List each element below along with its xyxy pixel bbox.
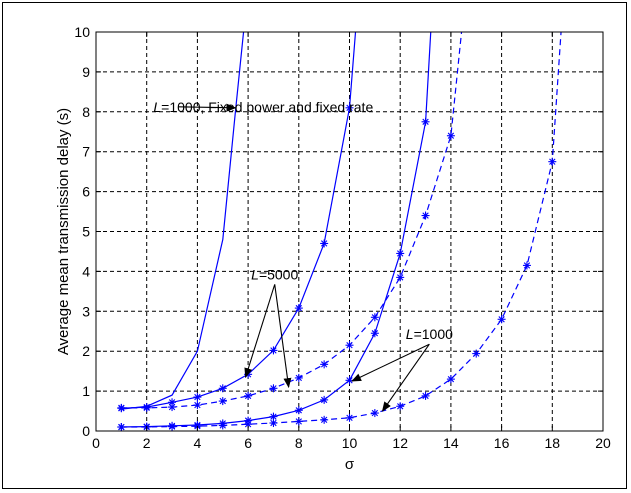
series-line bbox=[121, 32, 432, 428]
data-point-marker bbox=[193, 393, 202, 402]
figure-frame bbox=[2, 2, 627, 489]
y-tick-label: 7 bbox=[82, 144, 90, 160]
data-point-marker bbox=[218, 384, 227, 393]
x-tick-label: 18 bbox=[545, 435, 561, 451]
y-tick-label: 8 bbox=[82, 104, 90, 120]
data-point-marker bbox=[294, 417, 303, 426]
series-line bbox=[121, 32, 463, 409]
data-point-marker bbox=[294, 373, 303, 382]
x-tick-label: 14 bbox=[443, 435, 459, 451]
x-tick-label: 0 bbox=[92, 435, 100, 451]
data-point-marker bbox=[497, 315, 506, 324]
x-tick-label: 4 bbox=[194, 435, 202, 451]
data-point-marker bbox=[168, 422, 177, 431]
data-point-marker bbox=[244, 420, 253, 429]
y-tick-label: 2 bbox=[82, 343, 90, 359]
x-tick-label: 8 bbox=[295, 435, 303, 451]
x-tick-label: 16 bbox=[494, 435, 510, 451]
data-point-marker bbox=[345, 341, 354, 350]
y-axis-label: Average mean transmission delay (s) bbox=[55, 108, 72, 355]
grid-layer bbox=[96, 32, 603, 431]
data-point-marker bbox=[396, 402, 405, 411]
data-point-marker bbox=[244, 370, 253, 379]
data-point-marker bbox=[421, 117, 430, 126]
y-tick-label: 9 bbox=[82, 64, 90, 80]
data-point-marker bbox=[320, 360, 329, 369]
x-axis-label: σ bbox=[345, 456, 355, 473]
annotation-3: L=1000 bbox=[351, 326, 453, 412]
data-point-marker bbox=[320, 395, 329, 404]
data-point-marker bbox=[396, 249, 405, 258]
data-point-marker bbox=[548, 157, 557, 166]
data-point-marker bbox=[117, 423, 126, 431]
y-tick-label: 5 bbox=[82, 224, 90, 240]
data-point-marker bbox=[269, 384, 278, 393]
data-point-marker bbox=[472, 349, 481, 358]
annotation-1: L=1000, Fixed power and fixed rate bbox=[153, 99, 373, 115]
x-tick-label: 2 bbox=[143, 435, 151, 451]
x-tick-label: 12 bbox=[392, 435, 408, 451]
data-point-marker bbox=[117, 403, 126, 412]
annotation-text: =1000, Fixed power and fixed rate bbox=[161, 99, 373, 115]
x-tick-label: 10 bbox=[342, 435, 358, 451]
annotation-arrow bbox=[381, 343, 430, 412]
data-point-marker bbox=[345, 413, 354, 422]
annotation-label: L=1000 bbox=[406, 326, 453, 342]
data-point-marker bbox=[193, 401, 202, 410]
data-point-marker bbox=[218, 421, 227, 430]
data-point-marker bbox=[244, 391, 253, 400]
data-point-marker bbox=[269, 346, 278, 355]
annotation-arrow bbox=[351, 343, 430, 382]
data-point-marker bbox=[370, 313, 379, 322]
data-point-marker bbox=[294, 406, 303, 415]
x-tick-label: 20 bbox=[595, 435, 611, 451]
data-point-marker bbox=[320, 239, 329, 248]
y-tick-label: 1 bbox=[82, 383, 90, 399]
y-tick-label: 6 bbox=[82, 184, 90, 200]
data-point-marker bbox=[446, 131, 455, 140]
annotation-2: L=5000 bbox=[244, 266, 298, 389]
annotation-layer: L=1000, Fixed power and fixed rateL=5000… bbox=[153, 99, 453, 412]
data-point-marker bbox=[421, 211, 430, 220]
data-point-marker bbox=[218, 397, 227, 406]
annotation-variable: L bbox=[251, 266, 259, 282]
data-point-marker bbox=[421, 391, 430, 400]
series-line bbox=[121, 32, 562, 428]
y-tick-label: 0 bbox=[82, 423, 90, 439]
annotation-variable: L bbox=[153, 99, 161, 115]
data-point-marker bbox=[168, 403, 177, 412]
data-point-marker bbox=[370, 329, 379, 338]
y-tick-label: 3 bbox=[82, 303, 90, 319]
data-point-marker bbox=[370, 409, 379, 418]
annotation-text: =5000 bbox=[259, 266, 299, 282]
data-point-marker bbox=[446, 375, 455, 384]
data-point-marker bbox=[345, 376, 354, 385]
annotation-arrow bbox=[274, 284, 292, 389]
annotation-text: =1000 bbox=[414, 326, 454, 342]
annotation-arrow bbox=[178, 103, 237, 112]
data-point-marker bbox=[396, 273, 405, 282]
series-4 bbox=[117, 32, 432, 431]
x-tick-label: 6 bbox=[244, 435, 252, 451]
annotation-arrow bbox=[244, 284, 276, 379]
series-layer bbox=[117, 32, 562, 431]
annotation-label: L=1000, Fixed power and fixed rate bbox=[153, 99, 373, 115]
data-point-marker bbox=[522, 261, 531, 270]
data-point-marker bbox=[269, 419, 278, 428]
data-point-marker bbox=[294, 304, 303, 313]
data-point-marker bbox=[345, 103, 354, 112]
annotation-variable: L bbox=[406, 326, 414, 342]
data-point-marker bbox=[168, 398, 177, 407]
y-tick-label: 4 bbox=[82, 263, 90, 279]
data-point-marker bbox=[320, 415, 329, 424]
annotation-label: L=5000 bbox=[251, 266, 298, 282]
series-5 bbox=[117, 32, 562, 431]
y-tick-label: 10 bbox=[74, 24, 90, 40]
data-point-marker bbox=[142, 403, 151, 412]
series-3 bbox=[117, 32, 463, 412]
